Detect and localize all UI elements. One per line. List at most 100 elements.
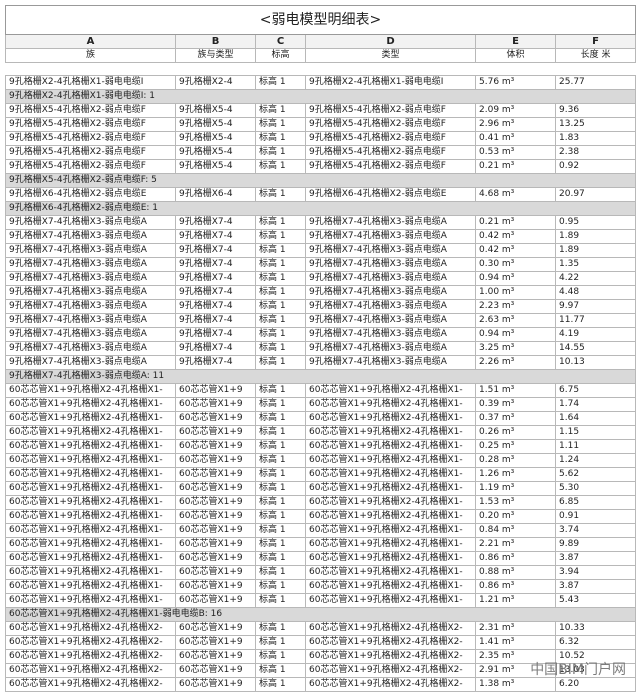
data-row: 9孔格栅X5-4孔格栅X2-弱点电缆F 9孔格栅X5-4 标高 1 9孔格栅X5-4孔… xyxy=(5,159,637,174)
cell: 9孔格栅X7-4 xyxy=(175,243,256,258)
cell: 标高 1 xyxy=(255,257,306,272)
cell: 1.11 xyxy=(554,439,637,454)
data-row: 60芯芯管X1+9孔格栅X2-4孔格栅X1- 60芯芯管X1+9 标高 1 60芯芯管… xyxy=(5,467,637,482)
column-letter: A xyxy=(5,34,176,49)
cell: 9孔格栅X2-4孔格栅X1-弱电电缆I xyxy=(5,75,176,90)
cell: 标高 1 xyxy=(255,649,306,664)
spacer-row xyxy=(5,62,636,76)
cell: 60芯芯管X1+9孔格栅X2-4孔格栅X2- xyxy=(5,621,176,636)
cell: 5.30 xyxy=(554,481,637,496)
cell: 9孔格栅X7-4孔格栅X3-弱点电缆A xyxy=(305,243,476,258)
cell: 标高 1 xyxy=(255,551,306,566)
cell: 6.75 xyxy=(554,383,637,398)
cell: 1.53 m³ xyxy=(475,495,556,510)
column-letter: F xyxy=(554,34,637,49)
cell: 60芯芯管X1+9孔格栅X2-4孔格栅X1- xyxy=(305,481,476,496)
cell: 9孔格栅X5-4孔格栅X2-弱点电缆F xyxy=(5,145,176,160)
data-row: 9孔格栅X7-4孔格栅X3-弱点电缆A 9孔格栅X7-4 标高 1 9孔格栅X7-4孔… xyxy=(5,215,637,230)
cell: 标高 1 xyxy=(255,467,306,482)
cell: 标高 1 xyxy=(255,593,306,608)
cell: 2.63 m³ xyxy=(475,313,556,328)
cell: 60芯芯管X1+9 xyxy=(175,509,256,524)
cell: 0.92 xyxy=(554,159,637,174)
cell: 60芯芯管X1+9 xyxy=(175,439,256,454)
column-header: 长度 米 xyxy=(554,48,637,63)
cell: 标高 1 xyxy=(255,243,306,258)
cell: 9孔格栅X7-4孔格栅X3-弱点电缆A xyxy=(5,285,176,300)
cell: 4.68 m³ xyxy=(475,187,556,202)
cell: 60芯芯管X1+9孔格栅X2-4孔格栅X1- xyxy=(5,537,176,552)
cell: 1.00 m³ xyxy=(475,285,556,300)
data-row: 9孔格栅X5-4孔格栅X2-弱点电缆F 9孔格栅X5-4 标高 1 9孔格栅X5-4孔… xyxy=(5,103,637,118)
group-footer: 9孔格栅X7-4孔格栅X3-弱点电缆A: 11 xyxy=(4,369,637,384)
cell: 1.41 m³ xyxy=(475,635,556,650)
cell: 标高 1 xyxy=(255,383,306,398)
cell: 9孔格栅X7-4孔格栅X3-弱点电缆A xyxy=(305,327,476,342)
cell: 60芯芯管X1+9孔格栅X2-4孔格栅X1- xyxy=(5,397,176,412)
data-row: 60芯芯管X1+9孔格栅X2-4孔格栅X1- 60芯芯管X1+9 标高 1 60芯芯管… xyxy=(5,481,637,496)
data-row: 60芯芯管X1+9孔格栅X2-4孔格栅X2- 60芯芯管X1+9 标高 1 60芯芯管… xyxy=(5,649,637,664)
cell: 标高 1 xyxy=(255,537,306,552)
cell: 2.31 m³ xyxy=(475,621,556,636)
data-row: 60芯芯管X1+9孔格栅X2-4孔格栅X1- 60芯芯管X1+9 标高 1 60芯芯管… xyxy=(5,593,637,608)
cell: 60芯芯管X1+9孔格栅X2-4孔格栅X1- xyxy=(5,593,176,608)
cell: 60芯芯管X1+9孔格栅X2-4孔格栅X1- xyxy=(5,383,176,398)
cell: 9孔格栅X7-4孔格栅X3-弱点电缆A xyxy=(5,313,176,328)
cell: 9孔格栅X7-4 xyxy=(175,355,256,370)
cell: 60芯芯管X1+9孔格栅X2-4孔格栅X1- xyxy=(305,565,476,580)
data-row: 60芯芯管X1+9孔格栅X2-4孔格栅X1- 60芯芯管X1+9 标高 1 60芯芯管… xyxy=(5,565,637,580)
cell: 标高 1 xyxy=(255,341,306,356)
cell: 1.64 xyxy=(554,411,637,426)
cell: 25.77 xyxy=(554,75,637,90)
cell: 1.26 m³ xyxy=(475,467,556,482)
data-row: 9孔格栅X5-4孔格栅X2-弱点电缆F 9孔格栅X5-4 标高 1 9孔格栅X5-4孔… xyxy=(5,131,637,146)
column-header: 族与类型 xyxy=(175,48,256,63)
cell: 60芯芯管X1+9 xyxy=(175,397,256,412)
cell: 9孔格栅X5-4孔格栅X2-弱点电缆F xyxy=(305,131,476,146)
column-header: 族 xyxy=(5,48,176,63)
cell: 60芯芯管X1+9孔格栅X2-4孔格栅X1- xyxy=(5,509,176,524)
data-row: 9孔格栅X5-4孔格栅X2-弱点电缆F 9孔格栅X5-4 标高 1 9孔格栅X5-4孔… xyxy=(5,145,637,160)
cell: 9孔格栅X6-4孔格栅X2-弱点电缆E xyxy=(305,187,476,202)
cell: 60芯芯管X1+9孔格栅X2-4孔格栅X1- xyxy=(305,523,476,538)
data-row: 60芯芯管X1+9孔格栅X2-4孔格栅X2- 60芯芯管X1+9 标高 1 60芯芯管… xyxy=(5,635,637,650)
cell: 标高 1 xyxy=(255,103,306,118)
cell: 5.43 xyxy=(554,593,637,608)
cell: 标高 1 xyxy=(255,355,306,370)
cell: 9孔格栅X2-4 xyxy=(175,75,256,90)
cell: 9孔格栅X7-4孔格栅X3-弱点电缆A xyxy=(5,327,176,342)
cell: 标高 1 xyxy=(255,579,306,594)
cell: 9孔格栅X5-4孔格栅X2-弱点电缆F xyxy=(5,131,176,146)
cell: 60芯芯管X1+9 xyxy=(175,677,256,692)
cell: 标高 1 xyxy=(255,131,306,146)
cell: 60芯芯管X1+9孔格栅X2-4孔格栅X1- xyxy=(305,439,476,454)
cell: 60芯芯管X1+9 xyxy=(175,411,256,426)
cell: 6.85 xyxy=(554,495,637,510)
data-row: 60芯芯管X1+9孔格栅X2-4孔格栅X1- 60芯芯管X1+9 标高 1 60芯芯管… xyxy=(5,523,637,538)
cell: 9孔格栅X7-4孔格栅X3-弱点电缆A xyxy=(5,355,176,370)
cell: 60芯芯管X1+9孔格栅X2-4孔格栅X1- xyxy=(5,565,176,580)
data-row: 9孔格栅X7-4孔格栅X3-弱点电缆A 9孔格栅X7-4 标高 1 9孔格栅X7-4孔… xyxy=(5,243,637,258)
spacer-cell xyxy=(5,62,636,76)
cell: 0.94 m³ xyxy=(475,327,556,342)
data-row: 9孔格栅X6-4孔格栅X2-弱点电缆E 9孔格栅X6-4 标高 1 9孔格栅X6-4孔… xyxy=(5,187,637,202)
cell: 60芯芯管X1+9孔格栅X2-4孔格栅X1- xyxy=(5,411,176,426)
group-footer: 60芯芯管X1+9孔格栅X2-4孔格栅X1-弱电电缆B: 16 xyxy=(4,607,637,622)
cell: 标高 1 xyxy=(255,159,306,174)
data-row: 60芯芯管X1+9孔格栅X2-4孔格栅X2- 60芯芯管X1+9 标高 1 60芯芯管… xyxy=(5,677,637,692)
cell: 9孔格栅X5-4孔格栅X2-弱点电缆F xyxy=(5,117,176,132)
cell: 2.38 xyxy=(554,145,637,160)
cell: 1.21 m³ xyxy=(475,593,556,608)
cell: 60芯芯管X1+9孔格栅X2-4孔格栅X2- xyxy=(305,649,476,664)
cell: 60芯芯管X1+9孔格栅X2-4孔格栅X1- xyxy=(305,495,476,510)
cell: 9.97 xyxy=(554,299,637,314)
cell: 标高 1 xyxy=(255,495,306,510)
cell: 2.96 m³ xyxy=(475,117,556,132)
cell: 0.21 m³ xyxy=(475,159,556,174)
cell: 9孔格栅X7-4孔格栅X3-弱点电缆A xyxy=(305,355,476,370)
cell: 13.25 xyxy=(554,117,637,132)
cell: 4.19 xyxy=(554,327,637,342)
cell: 0.21 m³ xyxy=(475,215,556,230)
cell: 60芯芯管X1+9孔格栅X2-4孔格栅X2- xyxy=(305,677,476,692)
